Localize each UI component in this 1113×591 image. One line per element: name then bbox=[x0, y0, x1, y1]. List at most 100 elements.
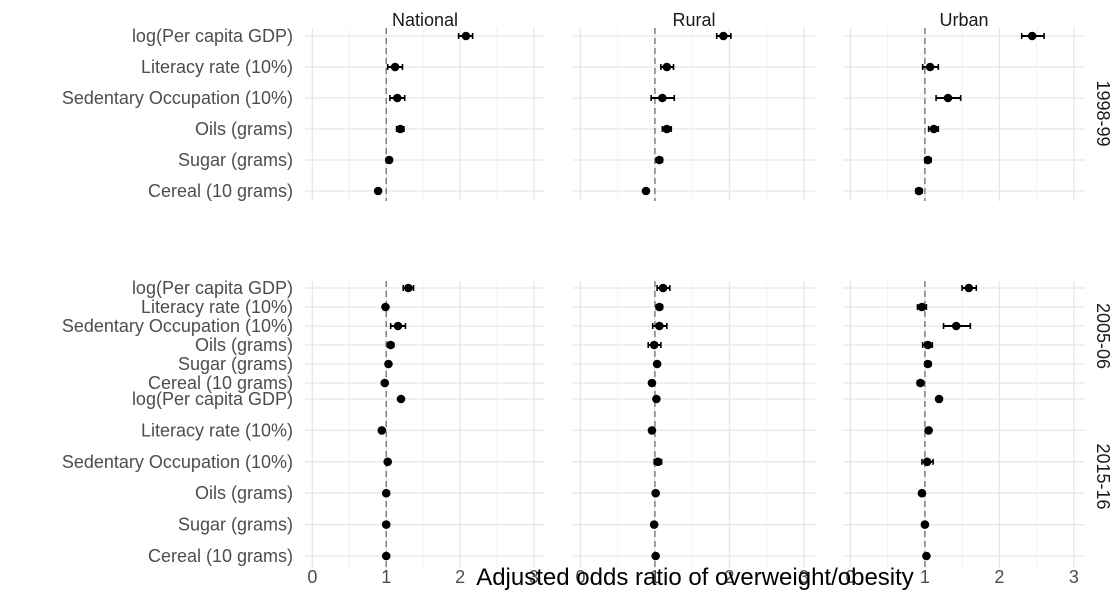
odds-ratio-point bbox=[914, 186, 924, 196]
estimate-mark bbox=[920, 520, 930, 529]
odds-ratio-point bbox=[651, 488, 660, 498]
estimate-mark bbox=[935, 93, 962, 103]
x-tick-label: 2 bbox=[724, 567, 734, 587]
row-strip-label: 2015-16 bbox=[1093, 443, 1113, 509]
panel-background bbox=[305, 391, 545, 568]
odds-ratio-point bbox=[920, 520, 930, 529]
estimate-mark bbox=[923, 155, 933, 165]
estimate-mark bbox=[377, 426, 387, 435]
estimate-mark bbox=[649, 520, 659, 529]
odds-ratio-point bbox=[651, 551, 660, 561]
x-axis-labels: 0 1 2 3 0 1 2 3 0 1 2 3 bbox=[307, 567, 1078, 587]
column-strip-label: Rural bbox=[672, 10, 715, 30]
odds-ratio-point bbox=[719, 31, 728, 41]
estimate-mark bbox=[383, 457, 393, 467]
estimate-mark bbox=[917, 488, 927, 498]
estimate-mark bbox=[961, 283, 978, 293]
estimate-mark bbox=[651, 551, 660, 561]
panel-background bbox=[305, 281, 545, 396]
estimate-mark bbox=[942, 321, 972, 331]
odds-ratio-point bbox=[917, 302, 927, 312]
estimate-mark bbox=[655, 155, 664, 165]
odds-ratio-point bbox=[662, 124, 672, 134]
y-tick-label: Literacy rate (10%) bbox=[141, 57, 293, 77]
y-tick-label: Sedentary Occupation (10%) bbox=[62, 88, 293, 108]
y-tick-label: log(Per capita GDP) bbox=[132, 389, 293, 409]
odds-ratio-point bbox=[373, 186, 383, 196]
x-tick-label: 3 bbox=[529, 567, 539, 587]
y-tick-label: Oils (grams) bbox=[195, 335, 293, 355]
odds-ratio-point bbox=[395, 124, 405, 134]
panel-background bbox=[305, 28, 545, 201]
x-tick-label: 0 bbox=[307, 567, 317, 587]
x-tick-label: 1 bbox=[381, 567, 391, 587]
chart-marks bbox=[373, 31, 1045, 561]
y-tick-label: log(Per capita GDP) bbox=[132, 278, 293, 298]
odds-ratio-point bbox=[1027, 31, 1037, 41]
odds-ratio-point bbox=[964, 283, 974, 293]
estimate-mark bbox=[647, 426, 657, 435]
x-axis-title: Adjusted odds ratio of overweight/obesit… bbox=[476, 564, 914, 591]
odds-ratio-point bbox=[383, 457, 393, 467]
panel-rural-2015-16 bbox=[573, 391, 815, 568]
odds-ratio-point bbox=[649, 340, 659, 350]
estimate-mark bbox=[921, 340, 934, 350]
x-tick-label: 0 bbox=[845, 567, 855, 587]
panel-national-1998-99 bbox=[305, 28, 545, 201]
panel-urban-2015-16 bbox=[843, 391, 1085, 568]
x-tick-label: 1 bbox=[920, 567, 930, 587]
estimate-mark bbox=[922, 551, 931, 561]
estimate-mark bbox=[1020, 31, 1045, 41]
odds-ratio-point bbox=[641, 186, 651, 196]
y-tick-label: Sedentary Occupation (10%) bbox=[62, 452, 293, 472]
panel-national-2015-16 bbox=[305, 391, 545, 568]
panel-urban-1998-99 bbox=[843, 28, 1085, 201]
odds-ratio-point bbox=[652, 394, 661, 404]
estimate-mark bbox=[641, 186, 651, 196]
row-strip-label: 2005-06 bbox=[1093, 303, 1113, 369]
odds-ratio-point bbox=[381, 488, 391, 498]
y-tick-label: Sugar (grams) bbox=[178, 150, 293, 170]
estimate-mark bbox=[923, 359, 933, 369]
estimate-mark bbox=[386, 340, 395, 350]
estimate-mark bbox=[652, 394, 661, 404]
estimate-mark bbox=[661, 124, 673, 134]
estimate-mark bbox=[651, 488, 660, 498]
odds-ratio-point bbox=[917, 488, 927, 498]
estimate-mark bbox=[916, 302, 928, 312]
odds-ratio-point bbox=[384, 359, 393, 369]
estimate-mark bbox=[381, 551, 391, 561]
odds-ratio-point bbox=[381, 302, 390, 312]
odds-ratio-point bbox=[396, 394, 406, 404]
odds-ratio-point bbox=[658, 93, 667, 103]
odds-ratio-point bbox=[951, 321, 961, 331]
x-tick-label: 3 bbox=[799, 567, 809, 587]
panel-background bbox=[573, 281, 815, 396]
estimate-mark bbox=[389, 321, 407, 331]
panel-rural-2005-06 bbox=[573, 281, 815, 396]
estimate-mark bbox=[660, 62, 675, 72]
odds-ratio-point bbox=[384, 155, 394, 165]
x-tick-label: 1 bbox=[650, 567, 660, 587]
panel-background bbox=[843, 391, 1085, 568]
estimate-mark bbox=[914, 186, 924, 196]
odds-ratio-point bbox=[381, 551, 391, 561]
odds-ratio-point bbox=[655, 302, 664, 312]
estimate-mark bbox=[373, 186, 383, 196]
estimate-mark bbox=[650, 93, 676, 103]
y-tick-label: Sugar (grams) bbox=[178, 515, 293, 535]
estimate-mark bbox=[651, 321, 668, 331]
estimate-mark bbox=[389, 93, 406, 103]
y-tick-label: Literacy rate (10%) bbox=[141, 297, 293, 317]
estimate-mark bbox=[381, 302, 390, 312]
x-tick-label: 2 bbox=[455, 567, 465, 587]
odds-ratio-point bbox=[461, 31, 471, 41]
odds-ratio-point bbox=[655, 155, 664, 165]
estimate-mark bbox=[715, 31, 732, 41]
x-tick-label: 3 bbox=[1069, 567, 1079, 587]
estimate-mark bbox=[457, 31, 474, 41]
panel-background bbox=[843, 281, 1085, 396]
estimate-mark bbox=[384, 359, 393, 369]
estimate-mark bbox=[934, 394, 944, 404]
y-tick-label: Cereal (10 grams) bbox=[148, 181, 293, 201]
